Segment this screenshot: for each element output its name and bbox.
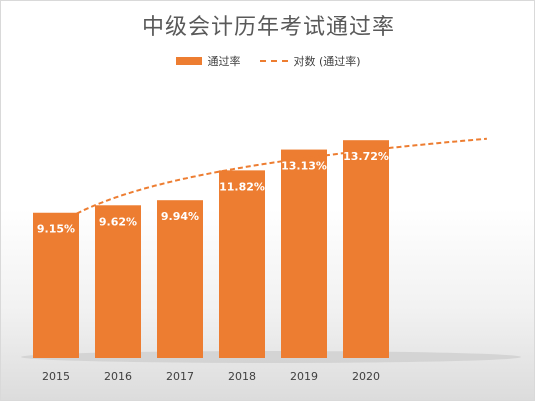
x-tick-2019: 2019: [290, 370, 318, 383]
bar-2016: [95, 205, 141, 358]
bar-2019: [281, 149, 327, 358]
data-label-2017: 9.94%: [161, 210, 199, 223]
legend-trendline-swatch: [260, 60, 289, 62]
bar-shadow: [21, 351, 521, 363]
x-tick-2015: 2015: [42, 370, 70, 383]
data-label-2018: 11.82%: [219, 180, 265, 193]
legend-bar-label: 通过率: [207, 55, 241, 68]
legend-trendline-label: 对数 (通过率): [293, 55, 361, 68]
data-label-2016: 9.62%: [99, 215, 137, 228]
bar-2015: [33, 212, 79, 358]
x-tick-2020: 2020: [352, 370, 380, 383]
legend-item-bar: 通过率: [176, 53, 240, 69]
legend: 通过率 对数 (通过率): [1, 53, 535, 69]
legend-item-trendline: 对数 (通过率): [260, 53, 361, 69]
trendline: [55, 137, 487, 227]
bar-2017: [157, 200, 203, 358]
data-label-2020: 13.72%: [343, 150, 389, 163]
bar-2020: [343, 140, 389, 358]
x-tick-2017: 2017: [166, 370, 194, 383]
legend-bar-swatch: [176, 57, 203, 65]
x-tick-2018: 2018: [228, 370, 256, 383]
x-tick-2016: 2016: [104, 370, 132, 383]
data-label-2019: 13.13%: [281, 160, 327, 173]
data-label-2015: 9.15%: [37, 223, 75, 236]
chart-title: 中级会计历年考试通过率: [141, 15, 395, 40]
bar-2018: [219, 170, 265, 358]
